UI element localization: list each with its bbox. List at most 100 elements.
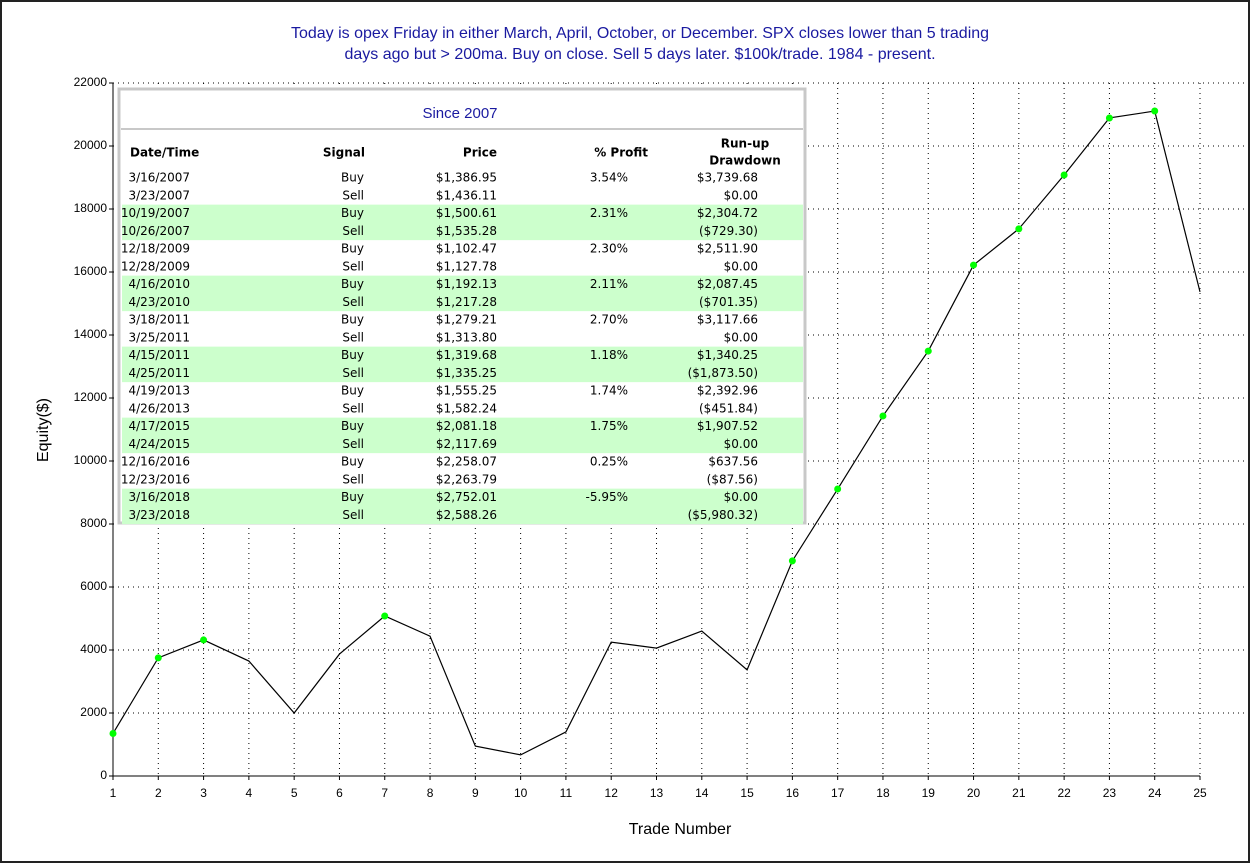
drawdown: ($729.30): [699, 224, 758, 238]
runup: $2,087.45: [697, 277, 758, 291]
price: $1,335.25: [436, 366, 497, 380]
x-tick-label: 8: [427, 786, 434, 800]
runup: $2,392.96: [697, 384, 758, 398]
signal: Sell: [342, 366, 364, 380]
date: 12/16/2016: [121, 455, 190, 469]
y-tick-label: 2000: [80, 705, 107, 719]
signal: Sell: [342, 295, 364, 309]
price: $2,117.69: [436, 437, 497, 451]
y-tick-label: 18000: [74, 201, 108, 215]
signal: Buy: [341, 242, 364, 256]
x-tick-label: 5: [291, 786, 298, 800]
date: 10/26/2007: [121, 224, 190, 238]
profit: 3.54%: [590, 171, 628, 185]
profit: 2.11%: [590, 277, 628, 291]
y-axis-label: Equity($): [35, 398, 52, 462]
x-tick-label: 20: [967, 786, 981, 800]
y-tick-label: 6000: [80, 579, 107, 593]
signal: Buy: [341, 313, 364, 327]
drawdown: ($87.56): [707, 472, 758, 486]
y-tick-label: 12000: [74, 390, 108, 404]
new-high-marker: [834, 485, 842, 493]
x-tick-label: 25: [1193, 786, 1207, 800]
x-tick-label: 7: [381, 786, 388, 800]
price: $1,386.95: [436, 171, 497, 185]
price: $1,436.11: [436, 188, 497, 202]
drawdown: $0.00: [724, 259, 758, 273]
x-tick-label: 10: [514, 786, 528, 800]
price: $1,535.28: [436, 224, 497, 238]
drawdown: ($5,980.32): [688, 508, 758, 522]
price: $1,279.21: [436, 313, 497, 327]
signal: Sell: [342, 437, 364, 451]
date: 4/17/2015: [128, 419, 190, 433]
runup: $3,739.68: [697, 171, 758, 185]
drawdown: $0.00: [724, 437, 758, 451]
x-tick-label: 2: [155, 786, 162, 800]
signal: Buy: [341, 419, 364, 433]
date: 4/16/2010: [128, 277, 190, 291]
price: $1,555.25: [436, 384, 497, 398]
x-tick-label: 18: [876, 786, 890, 800]
x-tick-label: 13: [650, 786, 664, 800]
x-tick-label: 6: [336, 786, 343, 800]
signal: Sell: [342, 224, 364, 238]
x-tick-label: 9: [472, 786, 479, 800]
new-high-marker: [1151, 107, 1159, 115]
runup: $2,304.72: [697, 206, 758, 220]
signal: Buy: [341, 490, 364, 504]
x-tick-label: 3: [200, 786, 207, 800]
profit: 1.74%: [590, 384, 628, 398]
price: $1,500.61: [436, 206, 497, 220]
runup: $0.00: [724, 490, 758, 504]
x-tick-label: 12: [605, 786, 619, 800]
date: 4/15/2011: [128, 348, 190, 362]
price: $2,263.79: [436, 472, 497, 486]
y-tick-label: 0: [100, 768, 107, 782]
y-tick-label: 14000: [74, 327, 108, 341]
new-high-marker: [109, 729, 117, 737]
x-tick-label: 22: [1057, 786, 1071, 800]
runup: $1,907.52: [697, 419, 758, 433]
date: 4/24/2015: [128, 437, 190, 451]
new-high-marker: [879, 412, 887, 420]
signal: Buy: [341, 277, 364, 291]
date: 12/28/2009: [121, 259, 190, 273]
price: $2,752.01: [436, 490, 497, 504]
signal: Sell: [342, 472, 364, 486]
date: 10/19/2007: [121, 206, 190, 220]
signal: Sell: [342, 188, 364, 202]
column-header: % Profit: [594, 146, 648, 160]
y-tick-label: 20000: [74, 138, 108, 152]
y-tick-label: 4000: [80, 642, 107, 656]
profit: 1.75%: [590, 419, 628, 433]
x-tick-label: 19: [922, 786, 936, 800]
new-high-marker: [1060, 171, 1068, 179]
row-band: [122, 204, 803, 241]
column-header: Date/Time: [130, 146, 199, 160]
chart-title: Today is opex Friday in either March, Ap…: [291, 25, 989, 42]
price: $2,258.07: [436, 455, 497, 469]
x-tick-label: 1: [110, 786, 117, 800]
new-high-marker: [1015, 225, 1023, 233]
date: 4/19/2013: [128, 384, 190, 398]
x-tick-label: 21: [1012, 786, 1026, 800]
y-tick-label: 22000: [74, 75, 108, 89]
chart-title: days ago but > 200ma. Buy on close. Sell…: [344, 46, 935, 63]
price: $1,127.78: [436, 259, 497, 273]
y-tick-label: 16000: [74, 264, 108, 278]
price: $1,582.24: [436, 401, 497, 415]
drawdown: $0.00: [724, 188, 758, 202]
date: 4/26/2013: [128, 401, 190, 415]
price: $1,313.80: [436, 330, 497, 344]
runup: $2,511.90: [697, 242, 758, 256]
date: 12/18/2009: [121, 242, 190, 256]
date: 3/23/2018: [128, 508, 190, 522]
new-high-marker: [154, 654, 162, 662]
column-header: Run-up: [721, 137, 770, 151]
profit: 1.18%: [590, 348, 628, 362]
row-band: [122, 275, 803, 312]
runup: $637.56: [708, 455, 758, 469]
date: 3/23/2007: [128, 188, 190, 202]
